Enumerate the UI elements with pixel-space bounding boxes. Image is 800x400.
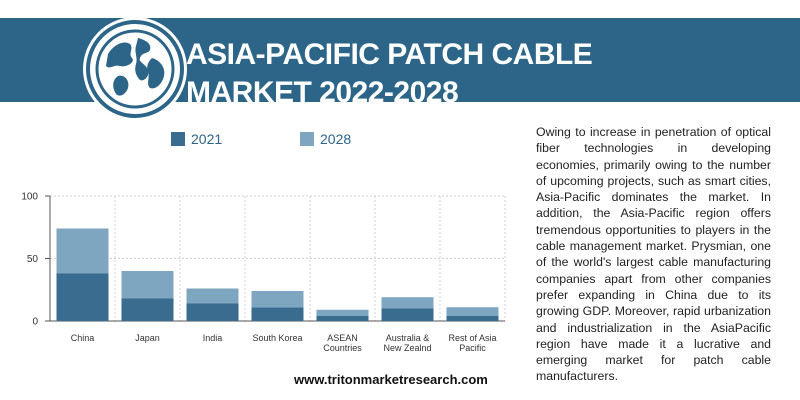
bar-2028-4: [316, 309, 369, 316]
bar-chart: 0 50 100 China Japan India South Korea ASEANCou…: [21, 192, 506, 353]
legend-item-2028: 2028: [300, 131, 351, 147]
legend-label-2028: 2028: [320, 131, 352, 147]
x-tick-label: Rest of Asia: [448, 333, 496, 343]
legend-swatch-2028: [300, 132, 314, 146]
globe-icon: [86, 20, 184, 118]
y-tick-label: 50: [27, 254, 39, 265]
title-banner: ASIA-PACIFIC PATCH CABLE MARKET 2022-202…: [0, 18, 800, 118]
x-tick-label: Countries: [323, 343, 362, 353]
source-url: www.tritonmarketresearch.com: [294, 372, 488, 387]
page-title-line-2: MARKET 2022-2028: [186, 76, 459, 109]
bar-2028-5: [381, 297, 434, 309]
x-tick-label: Japan: [135, 333, 160, 343]
bar-2028-3: [251, 291, 304, 308]
x-tick-label: New Zealnd: [383, 343, 431, 353]
legend-swatch-2021: [171, 132, 185, 146]
bar-2021-5: [381, 308, 434, 321]
bar-2028-2: [186, 288, 239, 304]
bar-2021-0: [56, 273, 109, 321]
bar-2028-6: [446, 307, 499, 316]
y-tick-label: 100: [21, 192, 38, 203]
legend-item-2021: 2021: [171, 131, 222, 147]
x-tick-label: South Korea: [252, 333, 302, 343]
market-description: Owing to increase in penetration of opti…: [536, 125, 771, 384]
x-tick-label: Australia &: [386, 333, 430, 343]
bar-2028-0: [56, 228, 109, 274]
bar-2021-2: [186, 303, 239, 321]
bar-2021-6: [446, 316, 499, 321]
bar-2021-1: [121, 298, 174, 321]
x-tick-label: ASEAN: [327, 333, 358, 343]
x-tick-label: India: [203, 333, 223, 343]
bar-2028-1: [121, 271, 174, 299]
bar-2021-4: [316, 316, 369, 321]
x-tick-label: China: [71, 333, 95, 343]
y-tick-label: 0: [32, 317, 38, 328]
bar-2021-3: [251, 307, 304, 321]
x-tick-label: Pacific: [459, 343, 486, 353]
page-title-line-1: ASIA-PACIFIC PATCH CABLE: [186, 38, 593, 71]
legend-label-2021: 2021: [191, 131, 223, 147]
